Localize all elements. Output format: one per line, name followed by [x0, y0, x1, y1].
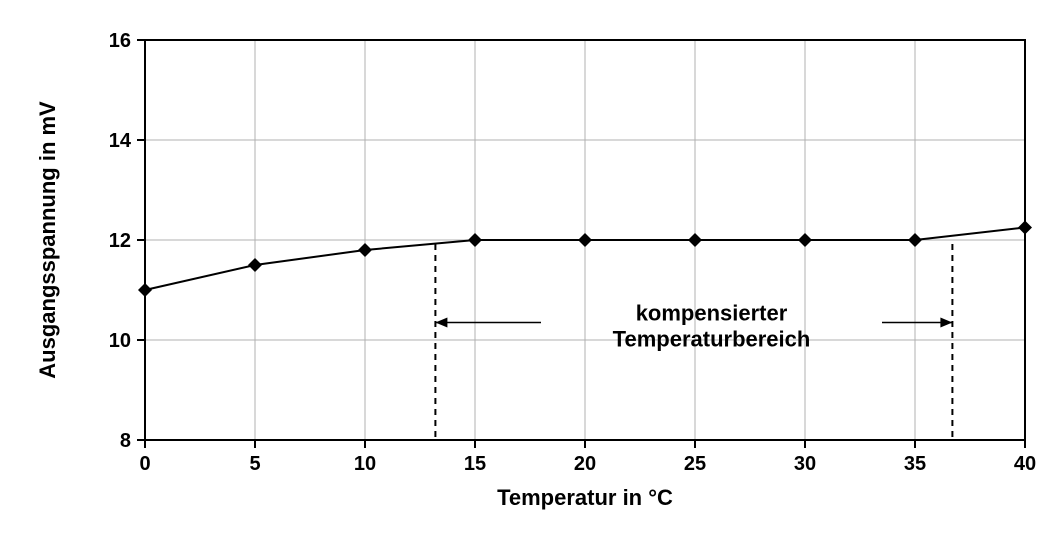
y-tick-label: 10 — [109, 330, 131, 352]
x-tick-label: 40 — [1014, 453, 1036, 475]
annotation-line2: Temperaturbereich — [613, 327, 811, 352]
x-tick-label: 10 — [354, 453, 376, 475]
y-tick-label: 8 — [120, 430, 131, 452]
y-tick-label: 14 — [109, 130, 132, 152]
x-tick-label: 20 — [574, 453, 596, 475]
chart-container: 0 5 10 15 20 25 30 35 40 8 10 12 14 16 Temperatur in °… — [0, 0, 1055, 548]
x-tick-label: 30 — [794, 453, 816, 475]
chart-background — [0, 0, 1055, 548]
y-tick-label: 16 — [109, 30, 131, 52]
x-tick-label: 5 — [249, 453, 260, 475]
x-tick-label: 0 — [139, 453, 150, 475]
line-chart: 0 5 10 15 20 25 30 35 40 8 10 12 14 16 Temperatur in °… — [0, 0, 1055, 548]
annotation-line1: kompensierter — [636, 301, 788, 326]
y-tick-label: 12 — [109, 230, 131, 252]
x-tick-label: 25 — [684, 453, 706, 475]
x-tick-label: 15 — [464, 453, 486, 475]
x-tick-label: 35 — [904, 453, 926, 475]
x-axis-label: Temperatur in °C — [497, 485, 673, 510]
y-axis-label: Ausgangsspannung in mV — [35, 101, 60, 379]
